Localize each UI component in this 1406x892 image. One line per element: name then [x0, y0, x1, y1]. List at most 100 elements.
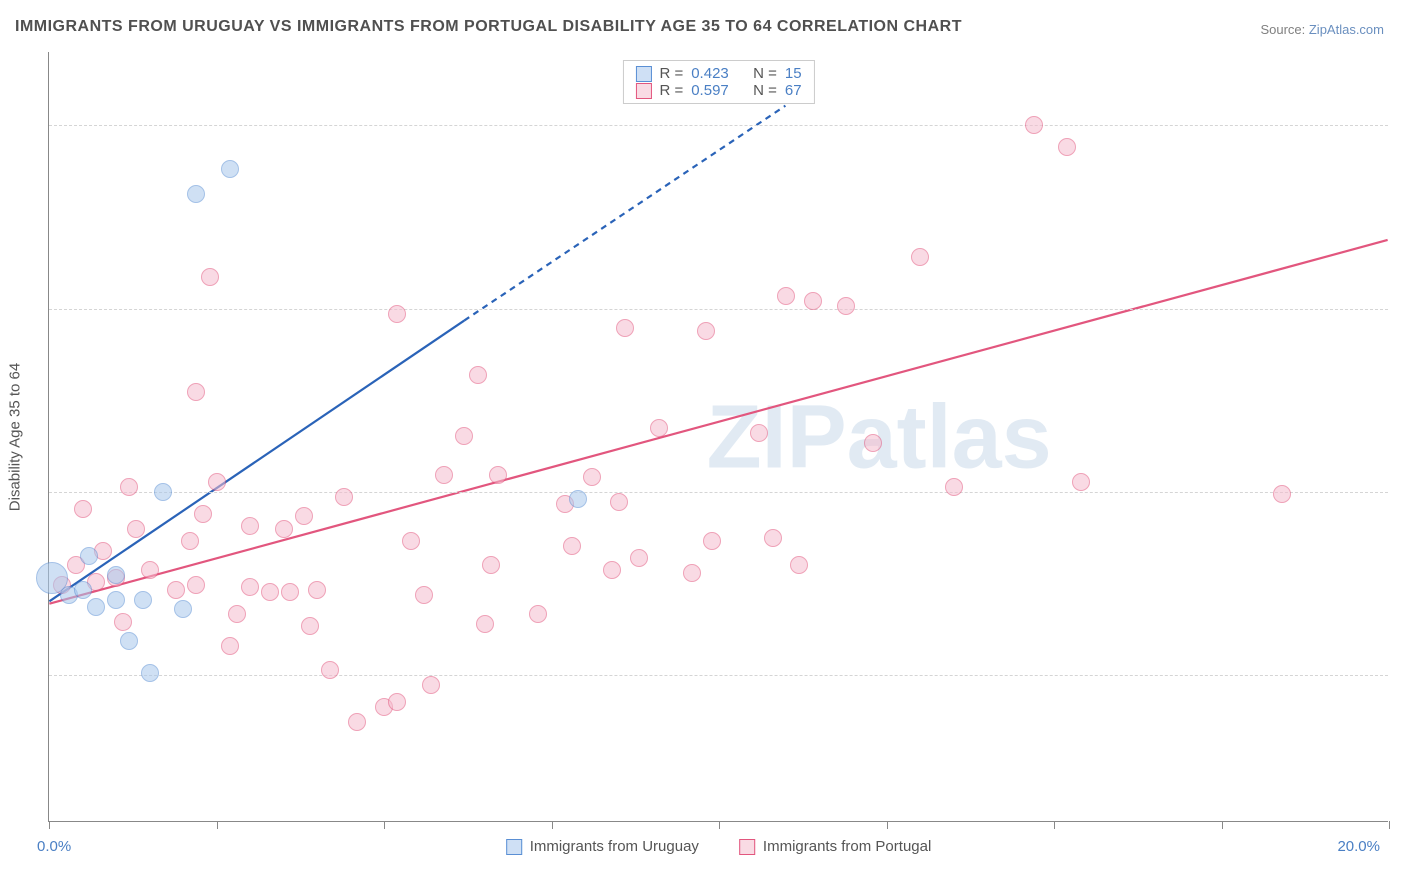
scatter-point-portugal	[335, 488, 353, 506]
r-label: R =	[659, 65, 683, 82]
scatter-point-portugal	[777, 287, 795, 305]
scatter-point-portugal	[697, 322, 715, 340]
source-link[interactable]: ZipAtlas.com	[1309, 22, 1384, 37]
scatter-point-uruguay	[80, 547, 98, 565]
scatter-point-portugal	[610, 493, 628, 511]
x-tick	[217, 821, 218, 829]
x-axis-min-label: 0.0%	[37, 838, 71, 855]
scatter-point-portugal	[167, 581, 185, 599]
scatter-point-portugal	[1025, 116, 1043, 134]
n-label: N =	[753, 65, 777, 82]
r-label: R =	[659, 82, 683, 99]
gridline	[49, 492, 1388, 493]
source-prefix: Source:	[1260, 22, 1308, 37]
r-value-uruguay: 0.423	[691, 65, 729, 82]
scatter-point-portugal	[402, 532, 420, 550]
scatter-point-portugal	[388, 693, 406, 711]
scatter-point-portugal	[911, 248, 929, 266]
scatter-point-portugal	[194, 505, 212, 523]
scatter-point-portugal	[837, 297, 855, 315]
legend-label-uruguay: Immigrants from Uruguay	[530, 838, 699, 855]
scatter-point-portugal	[489, 466, 507, 484]
scatter-point-portugal	[455, 427, 473, 445]
scatter-point-portugal	[275, 520, 293, 538]
scatter-point-portugal	[141, 561, 159, 579]
scatter-point-portugal	[308, 581, 326, 599]
scatter-point-portugal	[321, 661, 339, 679]
trend-line	[49, 240, 1387, 604]
scatter-point-portugal	[228, 605, 246, 623]
scatter-point-portugal	[476, 615, 494, 633]
legend-row-portugal: R = 0.597 N = 67	[635, 82, 801, 99]
scatter-point-portugal	[650, 419, 668, 437]
scatter-point-portugal	[348, 713, 366, 731]
gridline	[49, 309, 1388, 310]
scatter-point-portugal	[187, 383, 205, 401]
trend-line	[464, 106, 785, 321]
x-axis-max-label: 20.0%	[1337, 838, 1380, 855]
source-attribution: Source: ZipAtlas.com	[1260, 22, 1384, 37]
scatter-point-portugal	[114, 613, 132, 631]
scatter-point-portugal	[683, 564, 701, 582]
legend-item-portugal: Immigrants from Portugal	[739, 838, 931, 855]
n-value-uruguay: 15	[785, 65, 802, 82]
scatter-point-uruguay	[187, 185, 205, 203]
scatter-point-portugal	[221, 637, 239, 655]
y-axis-title: Disability Age 35 to 64	[7, 362, 24, 510]
scatter-point-uruguay	[120, 632, 138, 650]
scatter-point-portugal	[469, 366, 487, 384]
scatter-point-portugal	[616, 319, 634, 337]
scatter-point-portugal	[181, 532, 199, 550]
scatter-point-portugal	[261, 583, 279, 601]
x-tick	[1222, 821, 1223, 829]
scatter-point-portugal	[750, 424, 768, 442]
scatter-point-portugal	[388, 305, 406, 323]
scatter-point-portugal	[945, 478, 963, 496]
legend-item-uruguay: Immigrants from Uruguay	[506, 838, 699, 855]
legend-swatch-uruguay	[635, 66, 651, 82]
y-tick-label: 7.5%	[1393, 667, 1406, 684]
legend-swatch-portugal	[635, 83, 651, 99]
scatter-point-uruguay	[141, 664, 159, 682]
gridline	[49, 675, 1388, 676]
x-tick	[1054, 821, 1055, 829]
scatter-point-portugal	[301, 617, 319, 635]
scatter-point-portugal	[120, 478, 138, 496]
scatter-point-uruguay	[569, 490, 587, 508]
y-tick-label: 22.5%	[1393, 300, 1406, 317]
scatter-point-portugal	[482, 556, 500, 574]
watermark: ZIPatlas	[49, 52, 1388, 821]
gridline	[49, 125, 1388, 126]
scatter-point-portugal	[1058, 138, 1076, 156]
scatter-point-uruguay	[221, 160, 239, 178]
trend-lines	[49, 52, 1388, 821]
chart-title: IMMIGRANTS FROM URUGUAY VS IMMIGRANTS FR…	[15, 18, 962, 36]
scatter-point-portugal	[864, 434, 882, 452]
r-value-portugal: 0.597	[691, 82, 729, 99]
legend-swatch-uruguay	[506, 839, 522, 855]
scatter-point-portugal	[583, 468, 601, 486]
y-tick-label: 15.0%	[1393, 484, 1406, 501]
chart-container: Disability Age 35 to 64 ZIPatlas 7.5%15.…	[48, 52, 1388, 822]
scatter-point-uruguay	[134, 591, 152, 609]
scatter-point-portugal	[281, 583, 299, 601]
x-tick	[887, 821, 888, 829]
x-tick	[49, 821, 50, 829]
scatter-point-portugal	[295, 507, 313, 525]
scatter-point-portugal	[603, 561, 621, 579]
scatter-point-portugal	[435, 466, 453, 484]
legend-swatch-portugal	[739, 839, 755, 855]
scatter-point-portugal	[703, 532, 721, 550]
scatter-point-uruguay	[154, 483, 172, 501]
scatter-point-portugal	[1273, 485, 1291, 503]
scatter-point-portugal	[529, 605, 547, 623]
n-label: N =	[753, 82, 777, 99]
scatter-point-portugal	[790, 556, 808, 574]
scatter-point-portugal	[1072, 473, 1090, 491]
x-tick	[384, 821, 385, 829]
plot-area: ZIPatlas 7.5%15.0%22.5%30.0%	[49, 52, 1388, 821]
scatter-point-uruguay	[107, 591, 125, 609]
scatter-point-uruguay	[174, 600, 192, 618]
scatter-point-portugal	[764, 529, 782, 547]
legend-row-uruguay: R = 0.423 N = 15	[635, 65, 801, 82]
